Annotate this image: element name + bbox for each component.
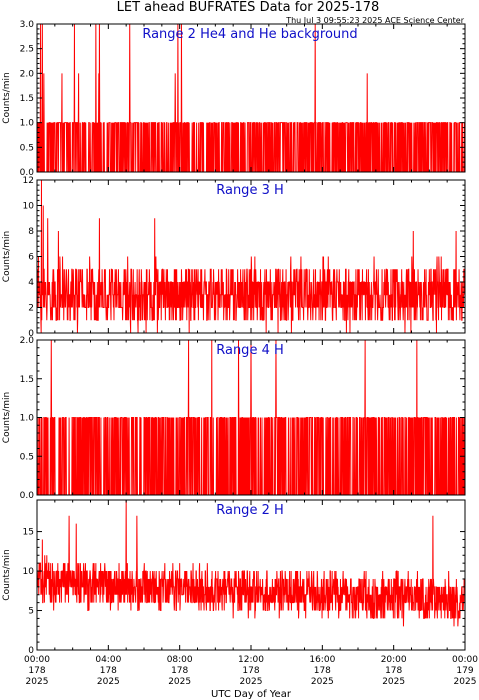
y-tick-label: 2.0 [20,336,35,346]
series-line-2 [37,180,465,333]
x-tick-label: 178 [171,666,188,676]
y-tick-label: 3.0 [20,20,35,30]
y-tick-label: 6 [28,253,34,263]
panel-3: 0.0 0.5 1.0 1.5 2.0 Counts/min Range 4 H [2,336,466,501]
series-line-4 [37,500,465,627]
y-tick-label: 10 [23,567,35,577]
y-tick-label: 15 [23,528,34,538]
panels: 0.0 0.5 1.0 1.5 2.0 2.5 3.0 Counts/min Range 2 H… [2,20,466,656]
x-tick-label: 2025 [382,677,405,687]
series-line-3 [37,340,465,495]
x-tick-label: 2025 [168,677,191,687]
y-tick-label: 0.0 [20,491,35,501]
x-tick-label: 179 [456,666,473,676]
x-tick-label: 2025 [26,677,49,687]
y-tick-label: 0.5 [20,143,34,153]
y-axis-label: Counts/min [2,392,12,443]
y-tick-label: 8 [28,227,34,237]
y-tick-label: 10 [23,202,35,212]
x-tick-label: 2025 [97,677,120,687]
y-tick-label: 0.5 [20,452,34,462]
y-axis-label: Counts/min [2,549,12,600]
y-axis-label: Counts/min [2,231,12,282]
y-axis-label: Counts/min [2,72,12,123]
x-tick-label: 2025 [240,677,263,687]
x-tick-label: 16:00 [309,655,335,665]
x-tick-label: 00:00 [24,655,50,665]
panel-label: Range 2 H [216,503,284,518]
x-tick-label: 20:00 [381,655,407,665]
x-tick-label: 178 [385,666,402,676]
x-tick-label: 2025 [454,677,477,687]
y-tick-label: 2 [28,304,34,314]
x-tick-label: 04:00 [95,655,121,665]
y-tick-label: 5 [28,607,34,617]
x-tick-label: 178 [28,666,45,676]
x-axis: 00:00178202504:00178202508:00178202512:0… [24,655,478,687]
panel-label: Range 2 He4 and He background [142,27,357,42]
series-line-1 [37,24,465,172]
y-tick-label: 2.0 [20,69,35,79]
y-tick-label: 0 [28,646,34,656]
y-tick-label: 0.0 [20,168,35,178]
x-tick-label: 178 [314,666,331,676]
panel-4: 0 5 10 15 Counts/min Range 2 H [2,499,466,656]
x-tick-label: 178 [242,666,259,676]
timestamp: Thu Jul 3 09:55:23 2025 ACE Science Cent… [285,16,464,25]
panel-1: 0.0 0.5 1.0 1.5 2.0 2.5 3.0 Counts/min Range 2 H… [2,20,466,178]
y-tick-label: 0 [28,329,34,339]
x-tick-label: 12:00 [238,655,264,665]
y-tick-label: 4 [28,278,34,288]
panel-label: Range 4 H [216,343,284,358]
y-tick-label: 2.5 [20,45,34,55]
y-tick-label: 1.0 [20,414,35,424]
y-tick-label: 1.0 [20,119,35,129]
y-tick-label: 1.5 [20,375,34,385]
panel-2: 0 2 4 6 8 10 12 Counts/min Range 3 H [2,176,466,339]
y-tick-label: 1.5 [20,94,34,104]
chart-title: LET ahead BUFRATES Data for 2025-178 [117,0,380,15]
panel-label: Range 3 H [216,183,284,198]
x-tick-label: 178 [100,666,117,676]
y-tick-label: 12 [23,176,34,186]
x-tick-label: 00:00 [452,655,478,665]
x-axis-label: UTC Day of Year [211,689,292,700]
x-tick-label: 08:00 [167,655,193,665]
x-tick-label: 2025 [311,677,334,687]
